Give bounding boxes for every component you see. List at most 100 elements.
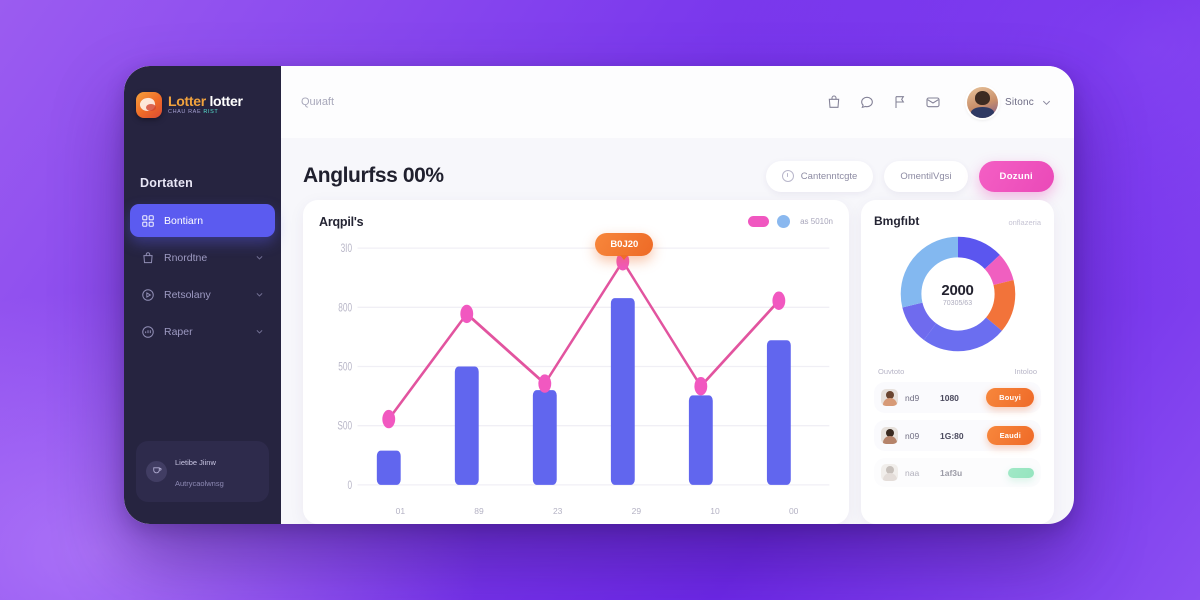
secondary-pill-button[interactable]: OmentilVgsi [884,160,968,192]
avatar [881,389,898,406]
topbar-icons [826,94,941,110]
primary-action-button[interactable]: Dozuni [978,160,1054,192]
topbar: Sitonc [281,66,1074,138]
svg-text:0: 0 [347,480,352,493]
sidebar: Lotter lotter CHAU RAE RIST Dortaten Bo [124,66,281,524]
chart-header: Arqpil's as 5010n [319,215,833,229]
profile-name: Sitonc [1005,96,1034,108]
insights-link[interactable]: onflazeria [1008,218,1041,227]
chevron-down-icon[interactable] [1041,97,1052,108]
insights-header: Bmgfıbt onflazeria [874,214,1041,228]
avatar [967,86,998,118]
list-header: Ouvtoto Intoloo [874,367,1041,376]
filter-pill-button[interactable]: Cantenntcgte [765,160,874,192]
chart-svg: 3I0 800 500 S00 0 [337,243,830,493]
chart-x-axis: 01 89 23 29 10 00 [319,498,833,524]
sidebar-item-orders[interactable]: Rnordtne [130,241,275,274]
legend-swatch-bar [777,215,791,228]
logo-tagline: CHAU RAE [168,109,202,116]
svg-text:S00: S00 [337,420,352,433]
sidebar-item-reports[interactable]: Raper [130,315,275,348]
svg-text:500: 500 [338,361,352,374]
sidebar-item-label: Retsolany [164,288,211,301]
list-item-value: 1af3u [940,467,963,478]
logo-icon [136,92,162,118]
cup-icon [146,460,167,482]
avatar [881,427,898,444]
donut-chart: 2000 70305/63 [874,232,1041,356]
content-area: Anglurfss 00% Cantenntcgte OmentilVgsi D… [281,138,1074,524]
search-box[interactable] [301,96,814,108]
chart-icon [141,325,155,339]
list-item-action-button[interactable]: Bouyi [986,388,1034,407]
x-tick-label: 23 [552,506,563,516]
page-actions: Cantenntcgte OmentilVgsi Dozuni [765,160,1054,192]
main-area: Sitonc Anglurfss 00% Cantenntcgte Omenti… [281,66,1074,524]
list-item-name: nd9 [905,392,920,403]
insights-card: Bmgfıbt onflazeria [861,200,1054,524]
donut-svg [900,236,1015,352]
mail-icon[interactable] [925,94,941,110]
sidebar-promo-line2: Autrycaolwnsg [175,479,224,489]
list-item-name: naa [905,467,920,478]
filter-pill-label: Cantenntcgte [800,170,858,182]
logo-tagline-accent: RIST [203,109,219,116]
grid-icon [141,214,155,228]
sidebar-nav: Bontiarn Rnordtne R [124,204,281,348]
list-item[interactable]: n09 1G:80 Eaudi [874,420,1041,451]
bag-icon[interactable] [826,94,842,110]
list-item-action-button[interactable]: Eaudi [986,426,1034,445]
sidebar-promo-text: Lietibe Jiinw Autrycaolwnsg [175,450,224,493]
chart-title: Arqpil's [319,215,364,229]
list-header-right: Intoloo [1014,367,1037,376]
chevron-down-icon [255,290,264,299]
list-header-left: Ouvtoto [878,367,905,376]
sidebar-item-label: Raper [164,325,193,338]
list-item-value: 1080 [940,392,959,403]
logo-word-1: Lotter [168,93,206,110]
list-item-value: 1G:80 [940,430,964,441]
page-title: Anglurfss 00% [303,164,444,187]
x-tick-label: 29 [631,506,642,516]
x-tick-label: 89 [474,506,484,516]
x-tick-label: 00 [788,506,799,516]
panels: Arqpil's as 5010n [303,200,1054,524]
sidebar-promo-card[interactable]: Lietibe Jiinw Autrycaolwnsg [136,440,269,502]
sidebar-promo-line1: Lietibe Jiinw [175,457,216,467]
search-input[interactable] [301,96,481,108]
bag-icon [141,251,155,265]
chat-icon[interactable] [859,94,875,110]
app-window: Lotter lotter CHAU RAE RIST Dortaten Bo [124,66,1074,524]
list-item[interactable]: naa 1af3u [874,458,1041,487]
legend-swatch-line [748,216,770,227]
logo-word-2: lotter [209,93,243,110]
x-tick-label: 10 [710,506,720,516]
chart-legend: as 5010n [748,215,833,228]
sidebar-item-dashboard[interactable]: Bontiarn [130,204,275,237]
svg-text:800: 800 [338,302,352,315]
chevron-down-icon [255,327,264,336]
x-tick-label: 01 [395,506,406,516]
sidebar-section-title: Dortaten [140,176,193,190]
app-logo[interactable]: Lotter lotter CHAU RAE RIST [124,88,281,122]
list-item-action-button[interactable] [1008,467,1034,478]
chart-tooltip: B0J20 [595,233,654,261]
logo-text: Lotter lotter CHAU RAE RIST [168,94,243,116]
legend-label: as 5010n [800,217,833,226]
list-rows: nd9 1080 Bouyi n09 1G:80 Eaudi [874,382,1041,487]
list-item[interactable]: nd9 1080 Bouyi [874,382,1041,413]
sidebar-item-label: Bontiarn [164,214,204,227]
sidebar-item-media[interactable]: Retsolany [130,278,275,311]
chart-card: Arqpil's as 5010n [303,200,849,524]
play-icon [141,288,155,302]
chart-plot: 3I0 800 500 S00 0 [319,233,833,498]
profile-menu[interactable]: Sitonc [967,86,1052,118]
list-item-name: n09 [905,430,920,441]
clock-icon [781,170,794,182]
insights-title: Bmgfıbt [874,214,920,228]
secondary-pill-label: OmentilVgsi [900,170,952,182]
chevron-down-icon [255,253,264,262]
sidebar-item-label: Rnordtne [164,251,208,264]
page-header: Anglurfss 00% Cantenntcgte OmentilVgsi D… [303,152,1054,200]
flag-icon[interactable] [892,94,908,110]
